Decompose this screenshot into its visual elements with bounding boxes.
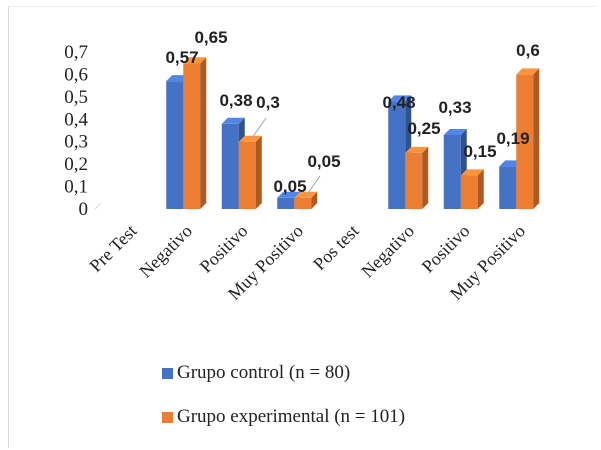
- legend-swatch-experimental: [162, 411, 173, 423]
- bar-top: [183, 57, 207, 64]
- bar-side: [200, 57, 207, 209]
- data-label: 0,6: [516, 41, 540, 60]
- bar-top: [460, 169, 484, 176]
- y-tick-label: 0,2: [64, 154, 88, 175]
- legend-item-experimental: Grupo experimental (n = 101): [162, 406, 405, 428]
- bar: [443, 134, 461, 209]
- bar: [405, 152, 423, 209]
- legend-label-experimental: Grupo experimental (n = 101): [177, 406, 406, 427]
- bar: [183, 63, 201, 209]
- bar-side: [311, 191, 318, 209]
- data-label: 0,05: [307, 152, 340, 171]
- bar: [388, 101, 406, 209]
- bar-side: [255, 135, 262, 209]
- y-tick-label: 0,7: [64, 42, 88, 63]
- data-label: 0,3: [256, 93, 280, 112]
- bar: [166, 81, 184, 209]
- y-tick-label: 0,3: [64, 132, 88, 153]
- data-label: 0,38: [219, 91, 252, 110]
- bar-top: [405, 146, 429, 153]
- y-tick-label: 0,4: [64, 109, 88, 130]
- data-label: 0,57: [165, 48, 198, 67]
- data-label: 0,25: [407, 119, 440, 138]
- y-tick-label: 0,6: [64, 64, 88, 85]
- data-label-leader: [305, 175, 321, 197]
- bar-top: [238, 135, 262, 142]
- axis-depth-line: [94, 202, 102, 210]
- data-label: 0,65: [194, 28, 227, 47]
- bar-top: [294, 191, 318, 198]
- bar: [277, 197, 295, 209]
- legend: Grupo control (n = 80) Grupo experimenta…: [162, 362, 405, 450]
- data-label: 0,15: [463, 142, 496, 161]
- x-category-label: Negativo: [135, 221, 196, 282]
- y-tick-label: 0: [79, 199, 89, 220]
- legend-swatch-control: [162, 367, 173, 379]
- bar-side: [533, 68, 540, 209]
- bar-side: [477, 169, 484, 209]
- x-category-label: Pre Test: [85, 221, 140, 276]
- data-label: 0,05: [273, 177, 306, 196]
- bar-top: [277, 191, 301, 198]
- data-label: 0,19: [496, 129, 529, 148]
- bar-top: [516, 68, 540, 75]
- x-category-label: Negativo: [357, 221, 418, 282]
- bar: [499, 166, 517, 209]
- x-category-label: Positivo: [196, 221, 252, 277]
- y-tick-label: 0,5: [64, 87, 88, 108]
- y-tick-label: 0,1: [64, 177, 88, 198]
- bar: [294, 197, 312, 209]
- x-category-label: Positivo: [418, 221, 474, 277]
- data-label-leader: [251, 117, 267, 139]
- data-label: 0,48: [382, 93, 415, 112]
- legend-item-control: Grupo control (n = 80): [162, 362, 405, 384]
- bar: [516, 74, 534, 209]
- bar: [238, 141, 256, 209]
- legend-label-control: Grupo control (n = 80): [177, 362, 351, 383]
- x-category-label: Pos test: [309, 221, 362, 274]
- data-label: 0,33: [438, 98, 471, 117]
- bar-top: [388, 95, 412, 102]
- bar-side: [422, 146, 429, 209]
- bar: [221, 123, 239, 209]
- bar-top: [443, 128, 467, 135]
- bar: [460, 175, 478, 209]
- bar-top: [221, 117, 245, 124]
- chart-frame: [8, 6, 596, 448]
